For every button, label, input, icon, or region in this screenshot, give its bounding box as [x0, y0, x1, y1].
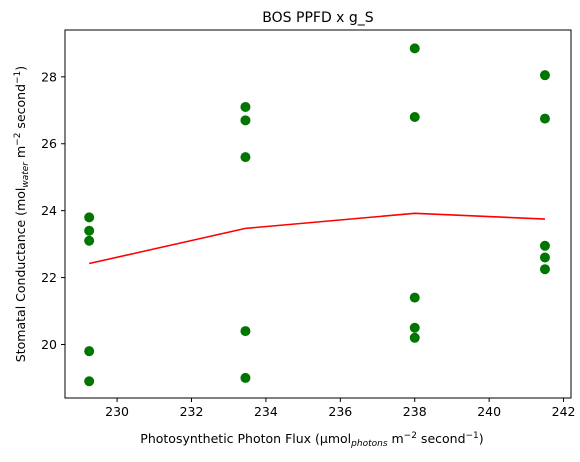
data-point-12	[410, 293, 420, 303]
data-point-14	[410, 333, 420, 343]
x-axis-label: Photosynthetic Photon Flux (μmolphotons …	[140, 431, 483, 449]
y-axis-label: Stomatal Conductance (molwater m−2 secon…	[13, 66, 31, 362]
x-tick-label: 238	[403, 404, 427, 419]
plot-area	[84, 43, 550, 386]
y-tick-label: 22	[41, 270, 57, 285]
data-point-0	[84, 212, 94, 222]
data-point-10	[410, 43, 420, 53]
data-point-15	[540, 70, 550, 80]
plot-frame	[65, 30, 571, 398]
data-point-18	[540, 252, 550, 262]
data-point-13	[410, 323, 420, 333]
chart-title: BOS PPFD x g_S	[262, 10, 374, 26]
data-point-11	[410, 112, 420, 122]
y-axis: 20 22 24 26 28	[41, 69, 65, 352]
x-tick-label: 232	[180, 404, 204, 419]
y-tick-label: 24	[41, 203, 57, 218]
y-tick-label: 26	[41, 136, 57, 151]
x-tick-label: 240	[477, 404, 501, 419]
data-point-3	[84, 346, 94, 356]
x-tick-label: 234	[254, 404, 278, 419]
x-axis: 230 232 234 236 238 240 242	[105, 398, 575, 419]
x-tick-label: 242	[552, 404, 576, 419]
x-tick-label: 236	[328, 404, 352, 419]
data-point-17	[540, 241, 550, 251]
data-point-4	[84, 376, 94, 386]
trend-line	[89, 213, 545, 263]
data-point-7	[240, 152, 250, 162]
data-point-6	[240, 115, 250, 125]
y-tick-label: 28	[41, 69, 57, 84]
data-point-8	[240, 326, 250, 336]
data-point-1	[84, 226, 94, 236]
data-point-16	[540, 114, 550, 124]
x-tick-label: 230	[105, 404, 129, 419]
y-tick-label: 20	[41, 337, 57, 352]
data-point-9	[240, 373, 250, 383]
data-point-2	[84, 236, 94, 246]
data-point-19	[540, 264, 550, 274]
data-point-5	[240, 102, 250, 112]
